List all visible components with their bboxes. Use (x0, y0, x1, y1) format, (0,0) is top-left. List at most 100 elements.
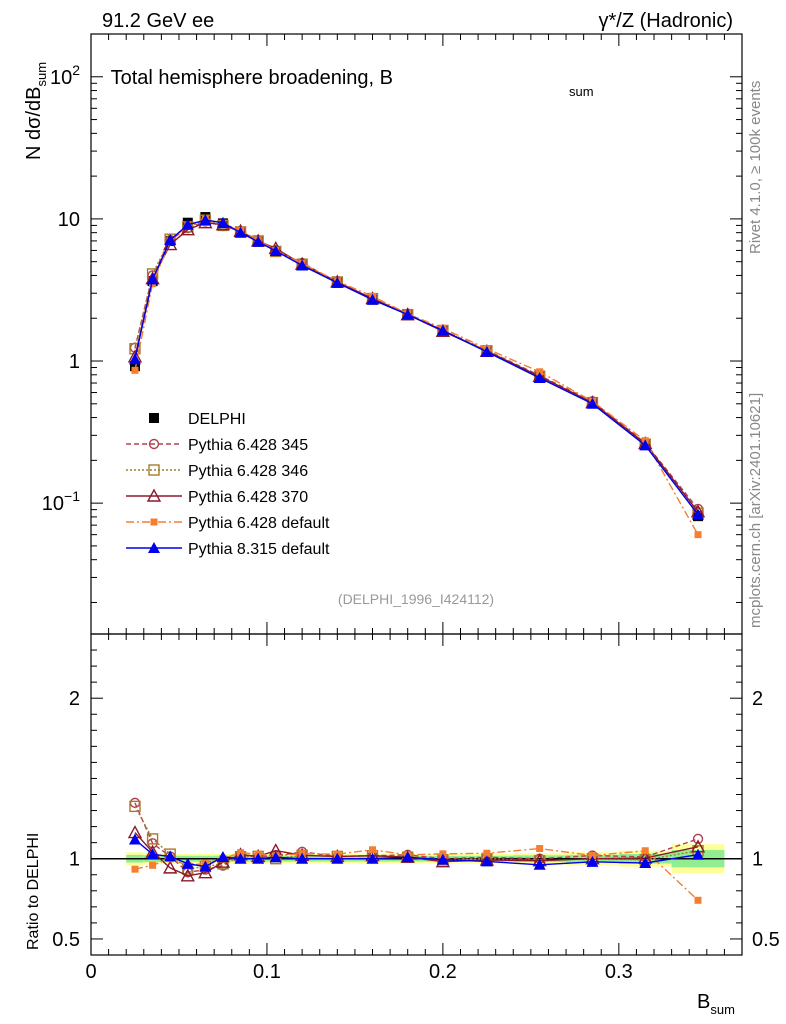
ratio-series-point (639, 856, 652, 868)
ratio-series-point (692, 833, 704, 845)
legend-marker (146, 488, 162, 502)
legend-label: Pythia 6.428 345 (188, 437, 308, 454)
ratio-series-point (331, 852, 344, 864)
legend-label: Pythia 8.315 default (188, 541, 330, 558)
y-tick-label: 102 (50, 62, 80, 89)
ratio-y-tick-label-right: 2 (752, 688, 763, 710)
ratio-series-point (180, 868, 195, 882)
series-point (586, 397, 599, 409)
series-point (128, 353, 141, 365)
ratio-series-point (198, 865, 213, 879)
ratio-y-axis-label: Ratio to DELPHI (25, 833, 42, 950)
header-energy: 91.2 GeV ee (102, 10, 214, 32)
ratio-series-point (586, 855, 599, 867)
series-point (536, 368, 544, 376)
series-point (401, 308, 414, 320)
series-point (639, 439, 652, 451)
legend-label: Pythia 6.428 default (188, 515, 330, 532)
ratio-y-tick-label-right: 0.5 (752, 929, 780, 951)
ratio-series-point (237, 849, 245, 857)
series-point (131, 366, 139, 374)
series-point (181, 218, 194, 230)
legend-label: Pythia 6.428 346 (188, 463, 308, 480)
ratio-series-point (162, 860, 178, 874)
y-axis-label: N dσ/dBsum (23, 62, 49, 160)
series-point (296, 259, 309, 271)
x-tick-label: 0 (85, 961, 96, 983)
legend-marker (148, 542, 160, 553)
ratio-series-point (181, 857, 194, 869)
series-point (234, 226, 247, 238)
ratio-plot-frame (90, 633, 743, 956)
ratio-series-point (480, 855, 493, 867)
series-point (146, 273, 159, 285)
header-process: γ*/Z (Hadronic) (599, 10, 733, 32)
series-point (366, 293, 379, 305)
axis-ticks: 0 0.1 0.2 0.3 10−1 1 10 102 0.5 0.5 1 1 2 2 (42, 33, 780, 983)
ratio-series-point (401, 851, 414, 863)
ratio-series-point (533, 858, 546, 870)
rivet-version-label: Rivet 4.1.0, ≥ 100k events (747, 81, 764, 254)
legend-label: Pythia 6.428 370 (188, 489, 308, 506)
ratio-series-point (641, 847, 649, 855)
legend-marker-delphi (149, 413, 159, 423)
ratio-series-point (269, 851, 282, 863)
series-point (692, 508, 705, 520)
series-point (269, 244, 282, 256)
legend-marker (148, 464, 160, 476)
ratio-y-tick-label: 2 (69, 688, 80, 710)
legend: DELPHI Pythia 6.428 345 Pythia 6.428 346 Py… (126, 411, 330, 558)
series-point (694, 531, 702, 539)
ratio-series-point (129, 800, 141, 813)
ratio-series-point (694, 896, 702, 904)
series-point (216, 216, 229, 228)
ratio-series-point (436, 853, 449, 865)
ratio-series-point (131, 865, 139, 873)
x-tick-label: 0.3 (605, 961, 633, 983)
ratio-series-point (483, 849, 491, 857)
series-point (199, 214, 212, 226)
ratio-layer (127, 797, 706, 904)
ratio-series-point (369, 846, 377, 854)
series-point (252, 235, 265, 247)
y-tick-label: 10 (58, 209, 80, 231)
ratio-series-point (164, 850, 177, 862)
series-point (480, 345, 493, 357)
plot-title: Total hemisphere broadening, B (111, 67, 393, 89)
legend-marker (148, 438, 160, 450)
ratio-series-point (146, 833, 159, 845)
data-point-delphi (129, 361, 140, 372)
y-tick-label: 10−1 (42, 488, 80, 515)
ratio-y-tick-label: 0.5 (52, 929, 80, 951)
x-axis-label: Bsum (697, 991, 735, 1017)
legend-label-delphi: DELPHI (188, 411, 246, 428)
series-line (134, 218, 699, 536)
ratio-series-point (199, 860, 212, 872)
ratio-series-point (146, 848, 159, 860)
x-tick-label: 0.2 (429, 961, 457, 983)
series-layer (127, 212, 706, 539)
y-tick-label: 1 (69, 351, 80, 373)
ratio-series-point (234, 852, 247, 864)
ratio-series-point (149, 861, 157, 869)
ratio-series-point (216, 850, 229, 862)
series-point (533, 371, 546, 383)
series-point (164, 234, 177, 246)
ratio-series-point (366, 852, 379, 864)
ratio-series-point (692, 848, 705, 860)
ratio-series-point (588, 852, 596, 860)
ratio-series-point (252, 852, 265, 864)
legend-marker (150, 518, 158, 526)
ratio-series-point (128, 833, 141, 845)
ratio-series-point (536, 845, 544, 853)
x-tick-label: 0.1 (253, 961, 281, 983)
ratio-series-point (296, 852, 309, 864)
analysis-tag: (DELPHI_1996_I424112) (338, 591, 494, 607)
series-point (436, 324, 449, 336)
series-point (331, 276, 344, 288)
mcplots-citation-label: mcplots.cern.ch [arXiv:2401.10621] (747, 393, 764, 628)
ratio-y-tick-label-right: 1 (752, 849, 763, 871)
plot-title-subscript: sum (569, 84, 594, 99)
ratio-y-tick-label: 1 (69, 849, 80, 871)
